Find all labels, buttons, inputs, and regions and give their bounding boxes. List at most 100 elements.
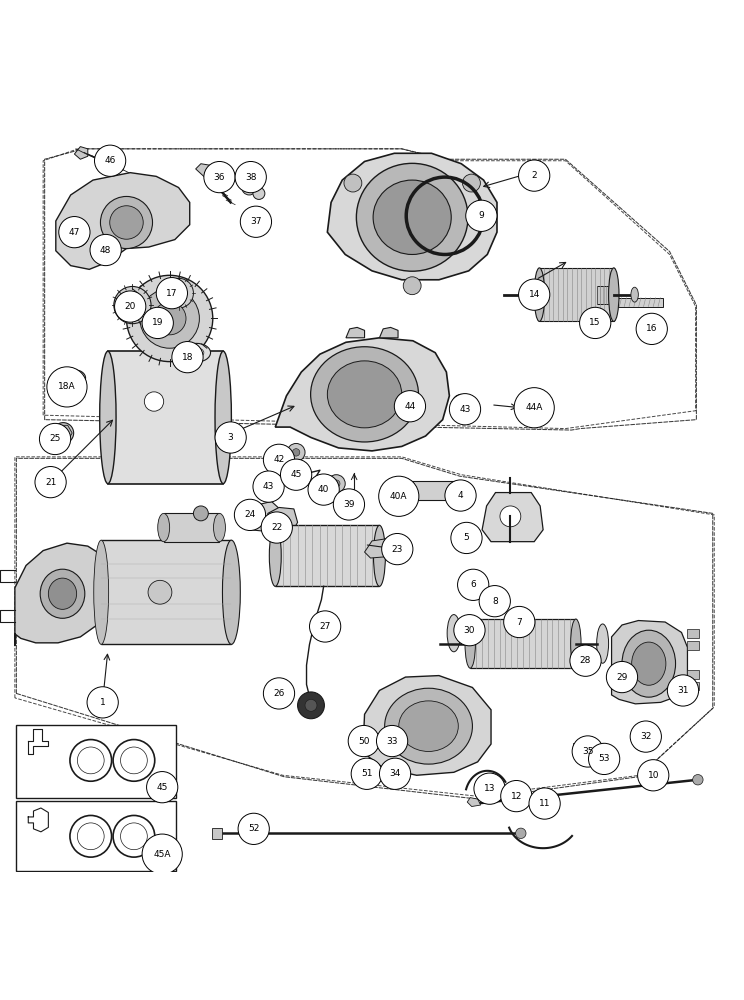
Circle shape — [60, 429, 67, 437]
Text: 40A: 40A — [390, 492, 408, 501]
Circle shape — [242, 180, 257, 195]
Circle shape — [87, 687, 118, 718]
Circle shape — [156, 278, 187, 309]
Ellipse shape — [632, 642, 666, 685]
Circle shape — [147, 772, 178, 803]
Text: 24: 24 — [244, 510, 256, 519]
Text: 51: 51 — [361, 769, 373, 778]
Circle shape — [693, 775, 703, 785]
Polygon shape — [275, 338, 449, 451]
Circle shape — [142, 307, 173, 339]
Circle shape — [529, 788, 560, 819]
Text: 40: 40 — [318, 485, 330, 494]
Text: 42: 42 — [273, 455, 285, 464]
Circle shape — [263, 678, 295, 709]
Bar — [275, 525, 379, 586]
Circle shape — [140, 289, 199, 348]
Ellipse shape — [110, 206, 144, 239]
Text: 18A: 18A — [58, 382, 76, 391]
Circle shape — [500, 506, 521, 527]
Circle shape — [667, 675, 699, 706]
Polygon shape — [612, 621, 687, 704]
Bar — [687, 670, 699, 679]
Text: 27: 27 — [319, 622, 331, 631]
Circle shape — [235, 161, 266, 193]
Circle shape — [164, 278, 193, 308]
Ellipse shape — [356, 163, 468, 271]
Circle shape — [632, 728, 656, 751]
Bar — [399, 399, 415, 411]
Circle shape — [344, 174, 362, 192]
Circle shape — [299, 473, 311, 485]
Text: 32: 32 — [640, 732, 652, 741]
Ellipse shape — [597, 624, 609, 663]
Bar — [164, 513, 219, 542]
Text: 43: 43 — [459, 405, 471, 414]
Bar — [212, 828, 222, 839]
Circle shape — [347, 493, 362, 507]
Text: 4: 4 — [458, 491, 464, 500]
Ellipse shape — [189, 348, 204, 358]
Circle shape — [287, 443, 305, 461]
Circle shape — [474, 773, 505, 804]
Circle shape — [464, 399, 478, 414]
Circle shape — [507, 787, 522, 802]
Bar — [16, 801, 176, 871]
Text: 2: 2 — [531, 171, 537, 180]
Circle shape — [172, 342, 203, 373]
Circle shape — [268, 470, 286, 488]
Circle shape — [142, 834, 182, 874]
Circle shape — [292, 449, 300, 456]
Polygon shape — [363, 676, 491, 775]
Circle shape — [261, 512, 292, 543]
Polygon shape — [54, 425, 72, 441]
Polygon shape — [15, 543, 110, 646]
Ellipse shape — [465, 619, 475, 668]
Bar — [108, 351, 223, 484]
Circle shape — [382, 533, 413, 565]
Circle shape — [253, 471, 284, 502]
Text: 29: 29 — [616, 673, 628, 682]
Circle shape — [466, 200, 497, 231]
Text: 9: 9 — [478, 211, 484, 220]
Polygon shape — [346, 327, 365, 338]
Circle shape — [348, 725, 379, 757]
Text: 26: 26 — [273, 689, 285, 698]
Circle shape — [310, 611, 341, 642]
Text: 10: 10 — [647, 771, 659, 780]
Polygon shape — [379, 327, 398, 338]
Circle shape — [126, 275, 213, 362]
Circle shape — [449, 394, 481, 425]
Bar — [394, 769, 409, 778]
Ellipse shape — [311, 347, 418, 442]
Text: 20: 20 — [124, 302, 136, 311]
Circle shape — [104, 246, 112, 254]
Text: 28: 28 — [580, 656, 591, 665]
Ellipse shape — [214, 513, 225, 542]
Text: 13: 13 — [484, 784, 496, 793]
Ellipse shape — [327, 361, 402, 428]
Bar — [573, 743, 603, 751]
Circle shape — [451, 522, 482, 554]
Circle shape — [630, 721, 661, 752]
Ellipse shape — [63, 370, 86, 386]
Circle shape — [463, 174, 481, 192]
Text: 17: 17 — [166, 289, 178, 298]
Circle shape — [305, 699, 317, 711]
Text: 44A: 44A — [525, 403, 543, 412]
Ellipse shape — [215, 351, 231, 484]
Ellipse shape — [447, 615, 461, 652]
Text: 47: 47 — [68, 228, 80, 237]
Circle shape — [263, 444, 295, 475]
Text: 25: 25 — [49, 434, 61, 443]
Circle shape — [53, 423, 74, 443]
Text: 7: 7 — [516, 618, 522, 627]
Ellipse shape — [68, 374, 80, 382]
Circle shape — [115, 291, 146, 322]
Polygon shape — [365, 539, 394, 558]
Circle shape — [458, 569, 489, 600]
Text: 23: 23 — [391, 545, 403, 554]
Circle shape — [215, 422, 246, 453]
Text: 37: 37 — [250, 217, 262, 226]
Ellipse shape — [399, 701, 458, 751]
